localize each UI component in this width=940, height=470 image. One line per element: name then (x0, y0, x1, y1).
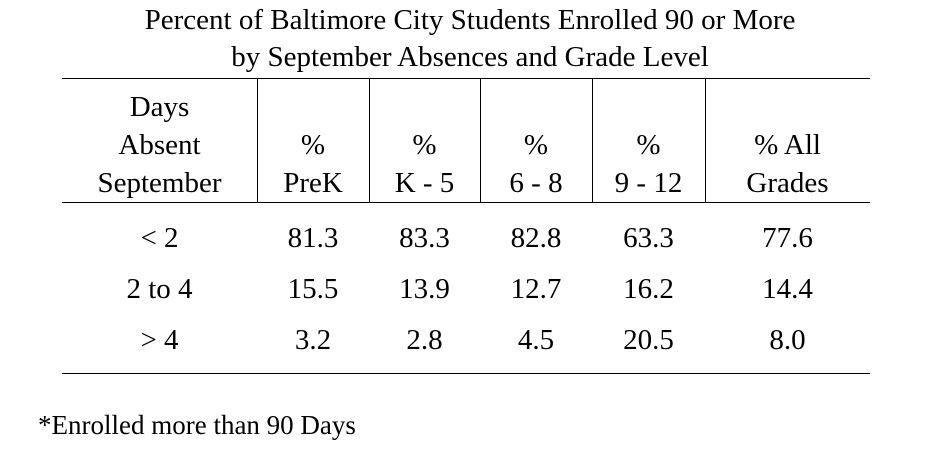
table-bottom-rule (62, 373, 870, 374)
header-line: September (97, 167, 222, 199)
table-title: Percent of Baltimore City Students Enrol… (0, 2, 940, 76)
header-line: % (636, 129, 661, 161)
header-days-absent: Days Absent September (62, 88, 257, 202)
header-line: Absent (118, 129, 201, 161)
header-line: PreK (283, 167, 343, 199)
table-top-rule (62, 78, 870, 79)
header-k-5: % K - 5 (369, 126, 480, 202)
table-row: 2 to 4 15.5 13.9 12.7 16.2 14.4 (62, 264, 870, 314)
header-line: Grades (746, 167, 829, 199)
header-line: % All (754, 129, 821, 161)
cell-9-12: 20.5 (623, 324, 674, 356)
header-line: % (523, 129, 549, 161)
column-divider (705, 79, 706, 202)
cell-prek: 15.5 (287, 273, 339, 305)
column-divider (592, 79, 593, 202)
cell-9-12: 63.3 (623, 222, 674, 254)
header-line: K - 5 (394, 167, 455, 199)
cell-k-5: 13.9 (399, 273, 450, 305)
footnote: *Enrolled more than 90 Days (38, 410, 356, 440)
cell-all-grades: 14.4 (762, 273, 813, 305)
header-line: % (300, 129, 326, 161)
header-9-12: % 9 - 12 (592, 126, 705, 202)
table-title-line-2: by September Absences and Grade Level (231, 41, 709, 73)
column-divider (369, 79, 370, 202)
column-divider (257, 79, 258, 202)
cell-9-12: 16.2 (623, 273, 674, 305)
header-line: 6 - 8 (509, 167, 563, 199)
table-title-line-1: Percent of Baltimore City Students Enrol… (144, 4, 796, 36)
cell-all-grades: 77.6 (762, 222, 813, 254)
column-divider (480, 79, 481, 202)
header-line: 9 - 12 (614, 167, 683, 199)
cell-prek: 3.2 (294, 324, 332, 356)
header-line: Days (129, 91, 190, 123)
cell-6-8: 4.5 (517, 324, 555, 356)
cell-k-5: 83.3 (399, 222, 450, 254)
header-line: % (412, 129, 437, 161)
header-all-grades: % All Grades (705, 126, 870, 202)
cell-k-5: 2.8 (406, 324, 443, 356)
table-row: > 4 3.2 2.8 4.5 20.5 8.0 (62, 315, 870, 365)
cell-6-8: 12.7 (510, 273, 562, 305)
row-label: > 4 (140, 324, 179, 356)
header-prek: % PreK (257, 126, 369, 202)
row-label: < 2 (140, 222, 179, 254)
cell-6-8: 82.8 (510, 222, 562, 254)
row-label: 2 to 4 (126, 273, 193, 305)
table-row: < 2 81.3 83.3 82.8 63.3 77.6 (62, 213, 870, 263)
cell-prek: 81.3 (287, 222, 339, 254)
cell-all-grades: 8.0 (769, 324, 806, 356)
table-header-rule (62, 202, 870, 203)
header-6-8: % 6 - 8 (480, 126, 592, 202)
